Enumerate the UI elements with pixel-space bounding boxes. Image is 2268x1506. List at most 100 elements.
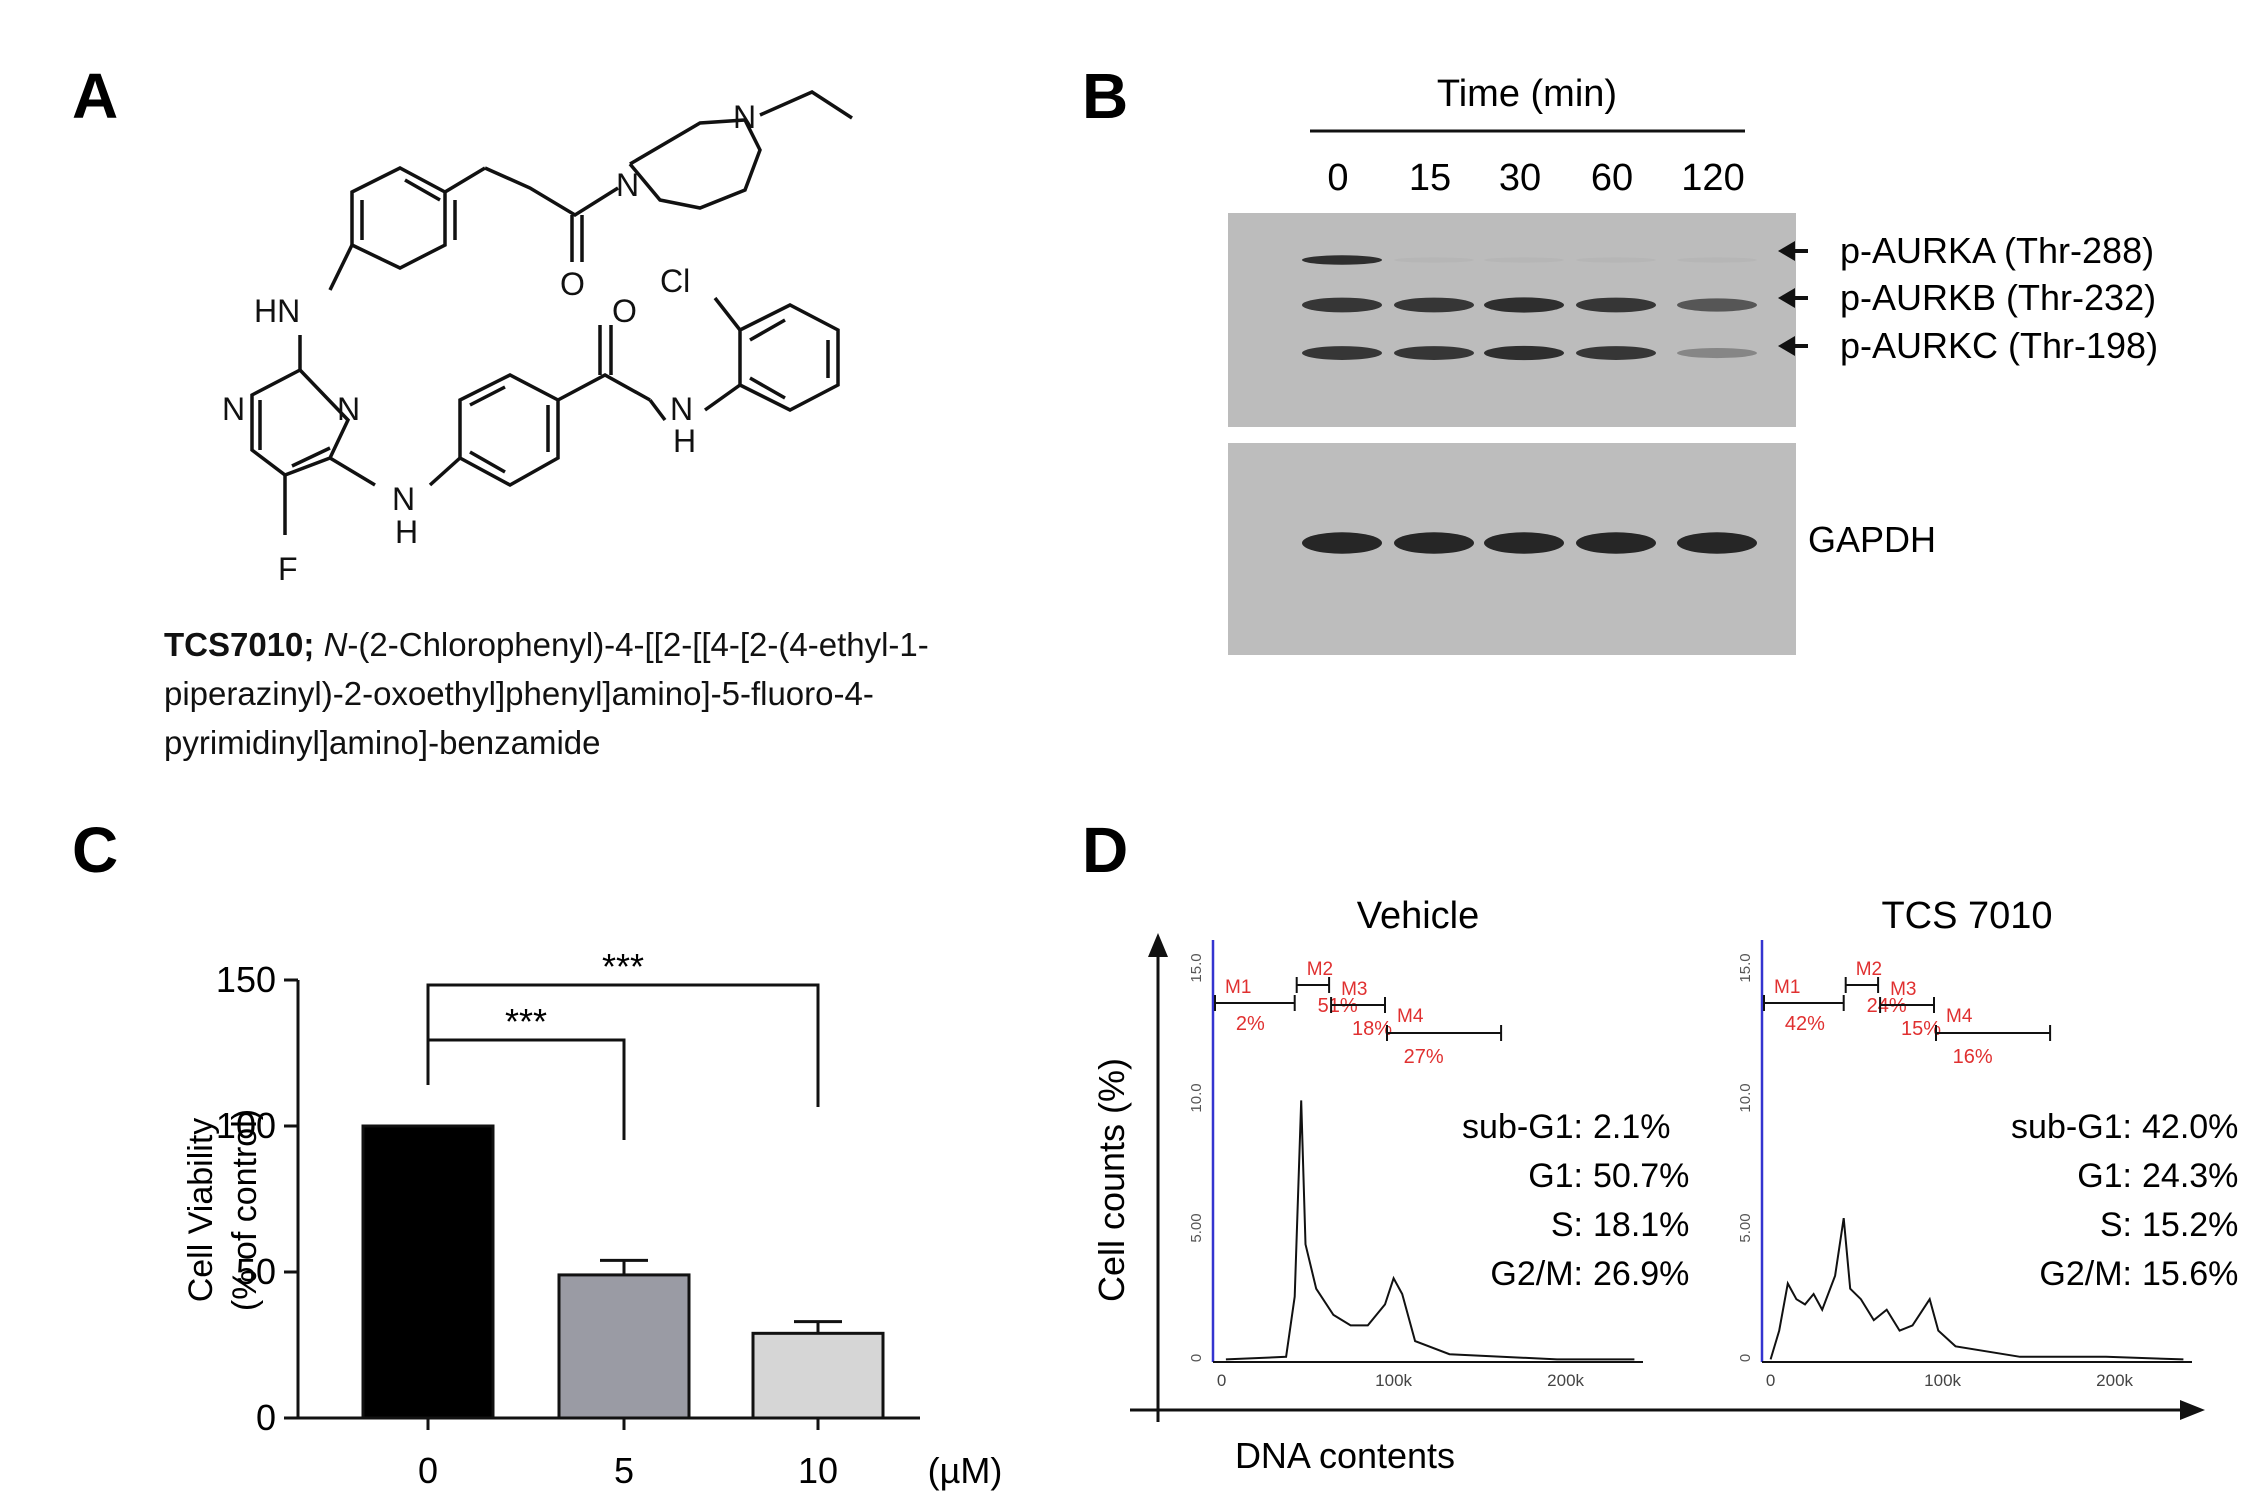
stat-label: sub-G1: bbox=[2011, 1108, 2132, 1146]
cell-viability-chart: 0 50 100 150 0 5 10 *** *** bbox=[216, 946, 920, 1491]
histogram-y-tick-label: 15.0 bbox=[1188, 953, 1205, 982]
panel-letter-a: A bbox=[72, 60, 118, 132]
atom-n-anilide: N bbox=[670, 391, 693, 427]
time-header: Time (min) bbox=[1437, 73, 1617, 115]
histogram-trace bbox=[1225, 1100, 1635, 1361]
band-p-aurkb-lane-30 bbox=[1484, 297, 1564, 313]
band-label-3: p-AURKC (Thr-198) bbox=[1840, 325, 2158, 366]
y-axis-label-line2: (% of control) bbox=[226, 1109, 264, 1311]
band-arrow-icon bbox=[1778, 336, 1795, 356]
stat-label: S: bbox=[2100, 1206, 2132, 1244]
bar-5 bbox=[557, 1273, 691, 1420]
gate-marker-m3 bbox=[1330, 997, 1386, 1013]
blot-aurora bbox=[1228, 213, 1796, 427]
panel-letter-b: B bbox=[1082, 60, 1128, 132]
band-p-aurkb-lane-60 bbox=[1576, 297, 1656, 313]
band-p-aurka-lane-0 bbox=[1302, 255, 1382, 265]
band-gapdh-lane-60 bbox=[1576, 532, 1656, 554]
band-gapdh-lane-0 bbox=[1302, 532, 1382, 554]
significance-label-5: *** bbox=[505, 1001, 547, 1042]
gate-name-m3: M3 bbox=[1890, 979, 1916, 1000]
c-x-tick-label-5: 5 bbox=[614, 1450, 634, 1491]
gate-name-m4: M4 bbox=[1946, 1006, 1973, 1027]
gapdh-label: GAPDH bbox=[1808, 519, 1936, 560]
band-arrow-icon bbox=[1778, 241, 1795, 261]
band-p-aurkc-lane-120 bbox=[1677, 347, 1757, 359]
c-x-tick-label-10: 10 bbox=[798, 1450, 838, 1491]
gate-percent-m1: 42% bbox=[1785, 1013, 1825, 1035]
band-labels: p-AURKA (Thr-288) p-AURKB (Thr-232) p-AURK… bbox=[1778, 230, 2158, 366]
significance-bracket-10 bbox=[426, 983, 820, 1107]
c-y-tick-label-150: 150 bbox=[216, 959, 276, 1000]
histogram-x-tick-label: 200k bbox=[2096, 1371, 2133, 1390]
histogram-title: Vehicle bbox=[1357, 895, 1480, 937]
gate-name-m4: M4 bbox=[1397, 1006, 1424, 1027]
histogram-y-tick-label: 5.00 bbox=[1737, 1213, 1754, 1242]
band-p-aurka-lane-60 bbox=[1576, 257, 1656, 263]
gate-name-m2: M2 bbox=[1856, 959, 1882, 980]
atom-o-ketone: O bbox=[560, 266, 585, 302]
lane-label-15: 15 bbox=[1409, 157, 1451, 199]
atom-n-link: N bbox=[392, 481, 415, 517]
histogram-y-tick-label: 0 bbox=[1188, 1354, 1205, 1362]
histogram-y-tick-label: 15.0 bbox=[1737, 953, 1754, 982]
tcs7010-structure bbox=[250, 90, 853, 535]
d-y-axis-arrow bbox=[1148, 933, 1168, 957]
stat-label: G1: bbox=[1528, 1157, 1583, 1195]
histogram-x-tick-label: 100k bbox=[1375, 1371, 1412, 1390]
band-p-aurkb-lane-120 bbox=[1677, 298, 1757, 312]
histogram-y-tick-label: 10.0 bbox=[1737, 1083, 1754, 1112]
gate-marker-m2 bbox=[1844, 977, 1880, 993]
gate-marker-m1 bbox=[1763, 995, 1845, 1011]
atom-f: F bbox=[278, 551, 298, 587]
histogram-x-tick-label: 0 bbox=[1217, 1371, 1226, 1390]
lane-label-120: 120 bbox=[1681, 157, 1744, 199]
d-y-axis-label: Cell counts (%) bbox=[1091, 1058, 1132, 1302]
d-x-axis-arrow bbox=[2180, 1400, 2205, 1420]
stat-value: 24.3% bbox=[2142, 1157, 2238, 1195]
gate-name-m3: M3 bbox=[1341, 979, 1367, 1000]
histogram-x-tick-label: 0 bbox=[1766, 1371, 1775, 1390]
gate-name-m1: M1 bbox=[1225, 977, 1251, 998]
stat-label: S: bbox=[1551, 1206, 1583, 1244]
atom-n-ethyl: N bbox=[733, 99, 756, 135]
c-x-tick-label-0: 0 bbox=[418, 1450, 438, 1491]
stat-label: G1: bbox=[2077, 1157, 2132, 1195]
stat-value: 15.2% bbox=[2142, 1206, 2238, 1244]
histogram-x-tick-label: 200k bbox=[1547, 1371, 1584, 1390]
histogram-y-tick-label: 5.00 bbox=[1188, 1213, 1205, 1242]
band-label-2: p-AURKB (Thr-232) bbox=[1840, 277, 2156, 318]
c-y-tick-label-0: 0 bbox=[256, 1397, 276, 1438]
band-gapdh-lane-120 bbox=[1677, 532, 1757, 554]
stat-value: 15.6% bbox=[2142, 1255, 2238, 1293]
atom-h-link: H bbox=[395, 514, 418, 550]
atom-o-benzamide: O bbox=[612, 293, 637, 329]
compound-caption: TCS7010; N-(2-Chlorophenyl)-4-[[2-[[4-[2… bbox=[164, 620, 1064, 767]
structure-atom-labels: N N O HN N N O Cl N H N H F bbox=[222, 99, 756, 587]
lane-label-60: 60 bbox=[1591, 157, 1633, 199]
gate-name-m1: M1 bbox=[1774, 977, 1800, 998]
band-p-aurkc-lane-0 bbox=[1302, 346, 1382, 360]
histogram-x-tick-label: 100k bbox=[1924, 1371, 1961, 1390]
stat-label: G2/M: bbox=[2039, 1255, 2132, 1293]
band-p-aurka-lane-15 bbox=[1394, 257, 1474, 263]
histogram-y-tick-label: 0 bbox=[1737, 1354, 1754, 1362]
significance-label-10: *** bbox=[602, 946, 644, 987]
lane-label-30: 30 bbox=[1499, 157, 1541, 199]
band-arrow-icon bbox=[1778, 288, 1795, 308]
stat-label: sub-G1: bbox=[1462, 1108, 1583, 1146]
c-y-tick-label-50: 50 bbox=[236, 1251, 276, 1292]
gate-marker-m2 bbox=[1295, 977, 1331, 993]
band-p-aurkc-lane-15 bbox=[1394, 346, 1474, 360]
y-axis-label-line1: Cell Viability bbox=[182, 1118, 220, 1303]
stat-value: 2.1% bbox=[1593, 1108, 1671, 1146]
band-p-aurkb-lane-15 bbox=[1394, 297, 1474, 313]
atom-n-pyr2: N bbox=[337, 391, 360, 427]
histogram-y-tick-label: 10.0 bbox=[1188, 1083, 1205, 1112]
bar-0 bbox=[361, 1124, 495, 1420]
gate-marker-m3 bbox=[1879, 997, 1935, 1013]
histogram-trace bbox=[1769, 1217, 2184, 1361]
